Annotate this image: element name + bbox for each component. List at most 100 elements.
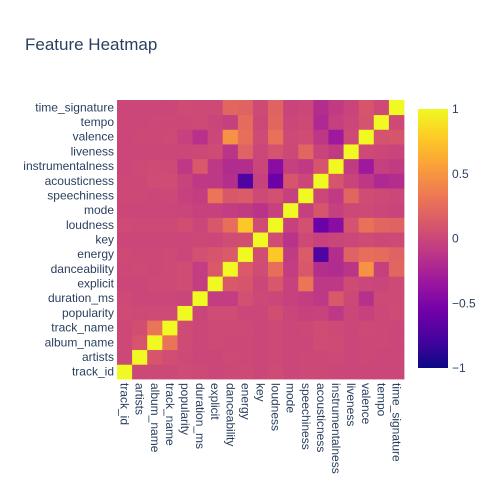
heatmap-cell-key-mode (283, 232, 299, 248)
heatmap-cell-artists-artists (132, 349, 148, 365)
heatmap-cell-popularity-energy (237, 305, 254, 321)
y-tick-label: artists (82, 350, 114, 364)
heatmap-cell-album_name-explicit (207, 334, 224, 351)
heatmap-cell-liveness-duration_ms (192, 144, 209, 160)
heatmap-cell-album_name-energy (237, 334, 254, 351)
heatmap-cell-liveness-track_name (162, 144, 178, 160)
heatmap-cell-time_signature-valence (358, 100, 375, 116)
heatmap-cell-popularity-track_id (117, 305, 133, 321)
heatmap-cell-loudness-loudness (268, 217, 284, 233)
heatmap-cell-mode-tempo (373, 202, 390, 218)
heatmap-cell-album_name-popularity (177, 334, 193, 351)
heatmap-cell-mode-duration_ms (192, 202, 209, 218)
heatmap-cell-valence-energy (237, 129, 254, 145)
heatmap-cell-explicit-duration_ms (192, 276, 209, 292)
heatmap-cell-album_name-mode (283, 334, 299, 351)
heatmap-cell-liveness-mode (283, 144, 299, 160)
heatmap-cell-speechiness-track_name (162, 188, 178, 204)
heatmap-cell-key-time_signature (388, 232, 405, 248)
heatmap-cell-track_name-artists (132, 320, 148, 336)
heatmap-cell-energy-track_id (117, 246, 133, 262)
heatmap-cell-acousticness-acousticness (313, 173, 329, 189)
heatmap-cell-tempo-popularity (177, 114, 193, 130)
heatmap-cell-speechiness-loudness (268, 188, 284, 204)
heatmap-cell-tempo-mode (283, 114, 299, 130)
y-tick-label: explicit (77, 277, 114, 291)
heatmap-cell-time_signature-energy (237, 100, 254, 116)
heatmap-cell-time_signature-acousticness (313, 100, 329, 116)
heatmap-cell-liveness-instrumentalness (328, 144, 344, 160)
heatmap-cell-valence-loudness (268, 129, 284, 145)
heatmap-cell-loudness-valence (358, 217, 375, 233)
heatmap-cell-key-artists (132, 232, 148, 248)
heatmap-cell-mode-acousticness (313, 202, 329, 218)
heatmap-cell-mode-artists (132, 202, 148, 218)
heatmap-cell-mode-album_name (147, 202, 163, 218)
colorbar-tick-label: 0.5 (452, 167, 469, 181)
heatmap-cell-tempo-duration_ms (192, 114, 209, 130)
heatmap-cell-time_signature-popularity (177, 100, 193, 116)
heatmap-cell-speechiness-speechiness (298, 188, 314, 204)
y-tick-label: album_name (45, 335, 115, 349)
heatmap-cell-mode-loudness (268, 202, 284, 218)
heatmap-cell-valence-liveness (343, 129, 360, 145)
heatmap-cell-duration_ms-mode (283, 290, 299, 306)
heatmap-cell-danceability-energy (237, 261, 254, 277)
heatmap-cell-explicit-key (252, 276, 269, 292)
heatmap-cell-danceability-track_name (162, 261, 178, 277)
heatmap-cell-speechiness-duration_ms (192, 188, 209, 204)
heatmap-cell-time_signature-duration_ms (192, 100, 209, 116)
heatmap-cell-explicit-time_signature (388, 276, 405, 292)
heatmap-cell-instrumentalness-time_signature (388, 158, 405, 174)
heatmap-cell-mode-mode (283, 202, 299, 218)
heatmap-cells (117, 100, 405, 380)
heatmap-cell-energy-valence (358, 246, 375, 262)
heatmap-cell-tempo-album_name (147, 114, 163, 130)
heatmap-cell-artists-instrumentalness (328, 349, 344, 365)
heatmap-cell-explicit-valence (358, 276, 375, 292)
heatmap-cell-loudness-key (252, 217, 269, 233)
heatmap-cell-tempo-liveness (343, 114, 360, 130)
colorbar-gradient (418, 109, 448, 368)
heatmap-cell-duration_ms-popularity (177, 290, 193, 306)
heatmap-cell-artists-album_name (147, 349, 163, 365)
heatmap-cell-track_name-explicit (207, 320, 224, 336)
heatmap-cell-energy-album_name (147, 246, 163, 262)
heatmap-cell-album_name-liveness (343, 334, 360, 351)
heatmap-cell-duration_ms-artists (132, 290, 148, 306)
heatmap-cell-track_id-mode (283, 364, 299, 380)
heatmap-cell-popularity-artists (132, 305, 148, 321)
heatmap-cell-track_id-key (252, 364, 269, 380)
heatmap-cell-instrumentalness-instrumentalness (328, 158, 344, 174)
heatmap-cell-tempo-track_id (117, 114, 133, 130)
heatmap-cell-track_name-track_name (162, 320, 178, 336)
heatmap-cell-energy-popularity (177, 246, 193, 262)
heatmap-cell-liveness-danceability (222, 144, 239, 160)
heatmap-cell-track_id-speechiness (298, 364, 314, 380)
x-tick-label: valence (359, 383, 373, 425)
heatmap-cell-danceability-speechiness (298, 261, 314, 277)
heatmap-cell-energy-tempo (373, 246, 390, 262)
heatmap-cell-valence-speechiness (298, 129, 314, 145)
heatmap-cell-artists-speechiness (298, 349, 314, 365)
y-tick-label: time_signature (35, 100, 114, 114)
heatmap-cell-acousticness-explicit (207, 173, 224, 189)
heatmap-cell-time_signature-liveness (343, 100, 360, 116)
heatmap-cell-artists-mode (283, 349, 299, 365)
heatmap-cell-liveness-album_name (147, 144, 163, 160)
colorbar-tick-label: 1 (452, 102, 459, 116)
heatmap-cell-track_id-liveness (343, 364, 360, 380)
heatmap-cell-album_name-danceability (222, 334, 239, 351)
heatmap-cell-energy-track_name (162, 246, 178, 262)
y-tick-label: tempo (81, 115, 115, 129)
heatmap-cell-instrumentalness-track_name (162, 158, 178, 174)
heatmap-cell-liveness-time_signature (388, 144, 405, 160)
heatmap-cell-liveness-artists (132, 144, 148, 160)
heatmap-cell-popularity-key (252, 305, 269, 321)
heatmap-cell-tempo-acousticness (313, 114, 329, 130)
heatmap-cell-instrumentalness-speechiness (298, 158, 314, 174)
heatmap-cell-duration_ms-liveness (343, 290, 360, 306)
heatmap-cell-energy-loudness (268, 246, 284, 262)
heatmap-cell-loudness-track_name (162, 217, 178, 233)
heatmap-cell-mode-speechiness (298, 202, 314, 218)
